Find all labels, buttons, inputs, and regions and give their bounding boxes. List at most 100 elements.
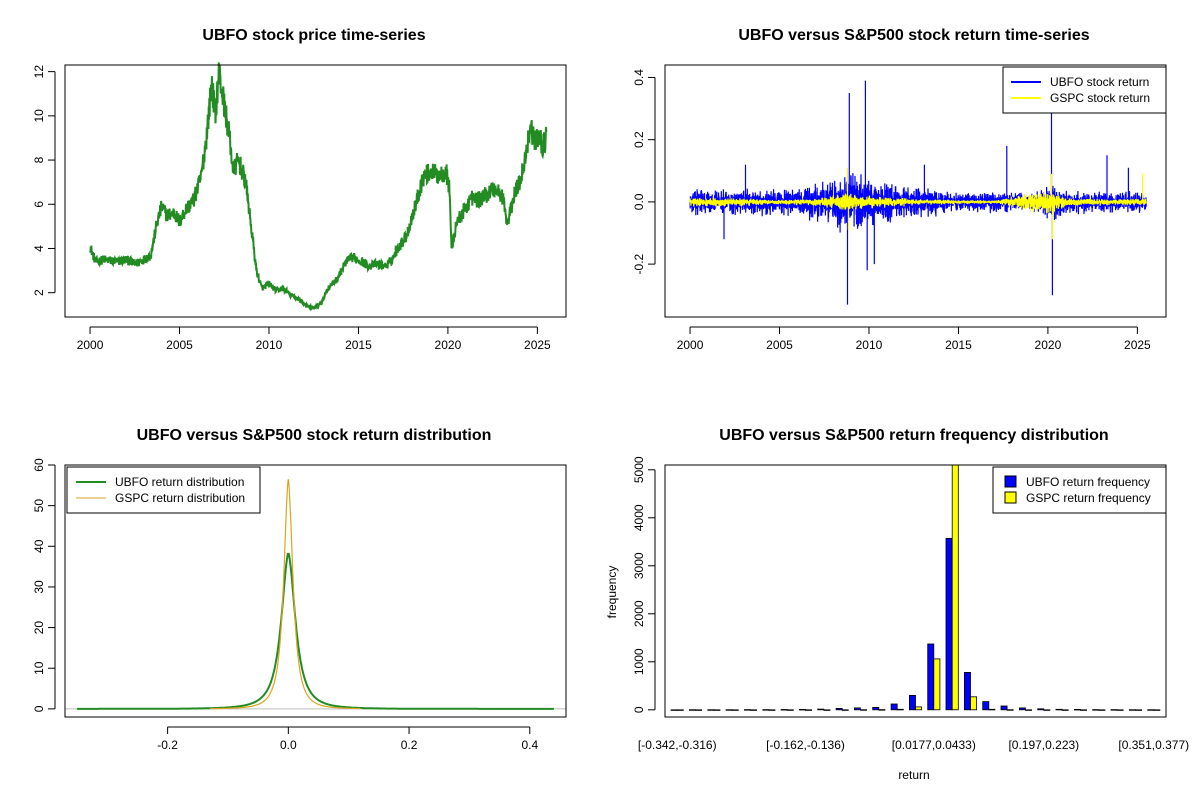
histogram-bar xyxy=(878,709,886,711)
legend-label: UBFO stock return xyxy=(1050,75,1149,89)
x-tick-label: 2020 xyxy=(435,338,462,352)
legend-swatch xyxy=(1004,475,1017,488)
histogram-bar xyxy=(945,538,953,711)
density-curve xyxy=(209,479,361,710)
y-tick-label: 0.4 xyxy=(632,69,646,86)
histogram-bar xyxy=(750,709,757,711)
x-axis-label: return xyxy=(898,768,929,782)
x-tick-label: 2015 xyxy=(945,338,972,352)
histogram-bar xyxy=(713,709,721,711)
plot-area: 0 1000 2000 3000 4000 5000 [-0.342,-0.316) [-0.… xyxy=(632,456,1189,752)
histogram-bar xyxy=(1116,709,1124,711)
histogram-bar xyxy=(725,709,733,711)
y-tick-label: 3000 xyxy=(632,552,646,579)
x-tick-label: 2005 xyxy=(766,338,793,352)
x-tick-label: [0.351,0.377) xyxy=(1118,738,1189,752)
histogram-bar xyxy=(1019,707,1026,711)
histogram-bar xyxy=(890,703,898,711)
x-tick-label: 2000 xyxy=(77,338,104,352)
histogram-bar xyxy=(1110,709,1118,711)
series-line xyxy=(689,167,1147,240)
y-tick-label: 10 xyxy=(32,109,46,123)
histogram-bar xyxy=(670,709,678,711)
x-tick-label: 0.4 xyxy=(521,738,538,752)
density-curve xyxy=(77,552,554,710)
histogram-bar xyxy=(927,643,935,711)
y-tick-label: 0.2 xyxy=(632,131,646,148)
histogram-bar xyxy=(841,709,849,711)
legend-swatch xyxy=(1004,491,1017,504)
y-tick-label: 4000 xyxy=(632,504,646,531)
y-tick-label: 5000 xyxy=(632,456,646,483)
y-tick-label: 20 xyxy=(32,621,46,635)
panel-price: UBFO stock price time-series 2000 2005 201… xyxy=(32,27,567,352)
y-tick-label: 10 xyxy=(32,661,46,675)
legend-box xyxy=(66,466,261,514)
histogram-bar xyxy=(1135,709,1142,711)
histogram-bar xyxy=(744,709,751,711)
histogram-bar xyxy=(707,709,715,711)
x-tick-label: 2000 xyxy=(677,338,704,352)
histogram-bar xyxy=(854,707,861,711)
y-tick-label: 6 xyxy=(32,201,46,208)
histogram-bar xyxy=(817,708,825,711)
legend-label: GSPC return distribution xyxy=(115,491,245,505)
legend: UBFO return frequency GSPC return freque… xyxy=(992,466,1167,514)
histogram-bar xyxy=(1055,708,1063,711)
legend-label: GSPC stock return xyxy=(1050,91,1150,105)
histogram-bar xyxy=(909,695,916,711)
histogram-bar xyxy=(786,709,794,711)
y-tick-label: 0 xyxy=(32,705,46,712)
histogram-bar xyxy=(835,708,843,711)
histogram-bar xyxy=(695,709,702,711)
histogram-bar xyxy=(1006,709,1014,711)
x-tick-label: 2010 xyxy=(256,338,283,352)
plot-area: -0.2 0.0 0.2 0.4 0 10 20 30 40 50 60 xyxy=(32,458,566,752)
plot-frame xyxy=(664,464,1167,718)
histogram-bar xyxy=(872,707,880,711)
legend: UBFO stock return GSPC stock return xyxy=(1002,66,1167,114)
histogram-bar xyxy=(1147,709,1155,711)
x-tick-label: [0.197,0.223) xyxy=(1008,738,1079,752)
y-tick-label: -0.2 xyxy=(632,253,646,274)
x-tick-label: 2010 xyxy=(856,338,883,352)
x-tick-label: 0.0 xyxy=(280,738,297,752)
legend: UBFO return distribution GSPC return dis… xyxy=(66,466,261,514)
panel-returns: UBFO versus S&P500 stock return time-ser… xyxy=(632,27,1167,352)
y-tick-label: 2000 xyxy=(632,600,646,627)
x-tick-label: -0.2 xyxy=(157,738,178,752)
x-tick-label: 2015 xyxy=(345,338,372,352)
histogram-bar xyxy=(689,709,696,711)
histogram-bar xyxy=(768,709,776,711)
histogram-bar xyxy=(762,709,770,711)
histogram-bar xyxy=(1153,709,1161,711)
series-line xyxy=(89,62,548,312)
y-tick-label: 2 xyxy=(32,289,46,296)
x-tick-label: 2025 xyxy=(1124,338,1151,352)
chart-title: UBFO versus S&P500 stock return time-ser… xyxy=(738,27,1089,44)
y-tick-label: 0 xyxy=(632,706,646,713)
plot-area: 2000 2005 2010 2015 2020 2025 2 4 6 8 10 12 xyxy=(32,62,551,352)
histogram-bar xyxy=(676,709,684,711)
histogram-bar xyxy=(780,709,788,711)
histogram-bar xyxy=(988,708,996,711)
histogram-bar xyxy=(799,709,806,711)
histogram-bar xyxy=(896,708,904,711)
x-tick-label: 0.2 xyxy=(401,738,418,752)
y-tick-label: 0.0 xyxy=(632,193,646,210)
histogram-bar xyxy=(982,701,990,711)
y-tick-label: 8 xyxy=(32,156,46,163)
y-tick-label: 50 xyxy=(32,499,46,513)
histogram-bar xyxy=(1025,709,1032,711)
x-tick-label: 2005 xyxy=(166,338,193,352)
histogram-bar xyxy=(860,709,867,711)
histogram-bar xyxy=(1000,705,1008,711)
panel-density: UBFO versus S&P500 stock return distribu… xyxy=(32,427,567,752)
histogram-bar xyxy=(1092,709,1100,711)
histogram-bar xyxy=(823,709,831,711)
y-tick-label: 1000 xyxy=(632,648,646,675)
histogram-bar xyxy=(1074,709,1081,711)
legend-label: UBFO return frequency xyxy=(1026,475,1150,489)
panel-histogram: UBFO versus S&P500 return frequency dist… xyxy=(605,427,1189,782)
